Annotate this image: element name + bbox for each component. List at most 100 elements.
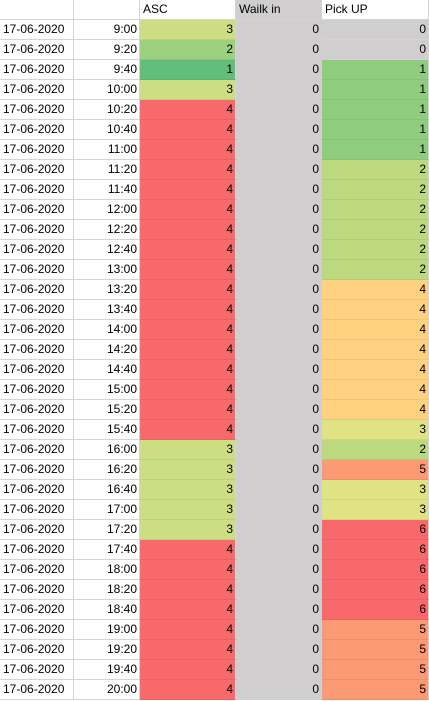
header-time-cell[interactable] [74,0,140,20]
walk-in-cell[interactable]: 0 [236,540,322,560]
pick-up-cell[interactable]: 4 [322,300,429,320]
walk-in-cell[interactable]: 0 [236,320,322,340]
walk-in-cell[interactable]: 0 [236,300,322,320]
date-cell[interactable]: 17-06-2020 [0,180,74,200]
walk-in-cell[interactable]: 0 [236,580,322,600]
time-cell[interactable]: 17:40 [74,540,140,560]
date-cell[interactable]: 17-06-2020 [0,300,74,320]
asc-cell[interactable]: 4 [140,300,236,320]
time-cell[interactable]: 16:00 [74,440,140,460]
date-cell[interactable]: 17-06-2020 [0,120,74,140]
date-cell[interactable]: 17-06-2020 [0,440,74,460]
pick-up-cell[interactable]: 2 [322,180,429,200]
walk-in-cell[interactable]: 0 [236,440,322,460]
date-cell[interactable]: 17-06-2020 [0,240,74,260]
date-cell[interactable]: 17-06-2020 [0,400,74,420]
asc-cell[interactable]: 4 [140,380,236,400]
asc-cell[interactable]: 4 [140,120,236,140]
time-cell[interactable]: 11:40 [74,180,140,200]
asc-cell[interactable]: 3 [140,440,236,460]
asc-cell[interactable]: 1 [140,60,236,80]
date-cell[interactable]: 17-06-2020 [0,200,74,220]
asc-cell[interactable]: 4 [140,160,236,180]
asc-cell[interactable]: 4 [140,540,236,560]
time-cell[interactable]: 17:20 [74,520,140,540]
time-cell[interactable]: 15:40 [74,420,140,440]
date-cell[interactable]: 17-06-2020 [0,340,74,360]
walk-in-cell[interactable]: 0 [236,420,322,440]
pick-up-cell[interactable]: 2 [322,200,429,220]
date-cell[interactable]: 17-06-2020 [0,620,74,640]
date-cell[interactable]: 17-06-2020 [0,680,74,700]
date-cell[interactable]: 17-06-2020 [0,280,74,300]
time-cell[interactable]: 14:20 [74,340,140,360]
asc-cell[interactable]: 4 [140,560,236,580]
asc-cell[interactable]: 3 [140,20,236,40]
asc-cell[interactable]: 2 [140,40,236,60]
header-date-cell[interactable] [0,0,74,20]
date-cell[interactable]: 17-06-2020 [0,260,74,280]
pick-up-cell[interactable]: 1 [322,60,429,80]
pick-up-cell[interactable]: 5 [322,640,429,660]
asc-cell[interactable]: 4 [140,360,236,380]
asc-cell[interactable]: 4 [140,180,236,200]
pick-up-cell[interactable]: 5 [322,620,429,640]
asc-cell[interactable]: 4 [140,620,236,640]
pick-up-cell[interactable]: 4 [322,380,429,400]
asc-cell[interactable]: 4 [140,680,236,700]
asc-cell[interactable]: 4 [140,420,236,440]
asc-cell[interactable]: 4 [140,320,236,340]
walk-in-cell[interactable]: 0 [236,560,322,580]
asc-cell[interactable]: 4 [140,280,236,300]
date-cell[interactable]: 17-06-2020 [0,500,74,520]
date-cell[interactable]: 17-06-2020 [0,560,74,580]
walk-in-cell[interactable]: 0 [236,20,322,40]
date-cell[interactable]: 17-06-2020 [0,160,74,180]
time-cell[interactable]: 12:20 [74,220,140,240]
pick-up-cell[interactable]: 2 [322,160,429,180]
date-cell[interactable]: 17-06-2020 [0,420,74,440]
pick-up-cell[interactable]: 1 [322,80,429,100]
walk-in-cell[interactable]: 0 [236,500,322,520]
time-cell[interactable]: 9:00 [74,20,140,40]
pick-up-cell[interactable]: 2 [322,220,429,240]
walk-in-cell[interactable]: 0 [236,120,322,140]
asc-cell[interactable]: 4 [140,580,236,600]
time-cell[interactable]: 12:40 [74,240,140,260]
date-cell[interactable]: 17-06-2020 [0,360,74,380]
date-cell[interactable]: 17-06-2020 [0,480,74,500]
date-cell[interactable]: 17-06-2020 [0,460,74,480]
pick-up-cell[interactable]: 3 [322,420,429,440]
date-cell[interactable]: 17-06-2020 [0,380,74,400]
time-cell[interactable]: 13:40 [74,300,140,320]
pick-up-cell[interactable]: 4 [322,340,429,360]
time-cell[interactable]: 11:00 [74,140,140,160]
asc-cell[interactable]: 4 [140,260,236,280]
pick-up-cell[interactable]: 5 [322,680,429,700]
asc-cell[interactable]: 4 [140,660,236,680]
walk-in-cell[interactable]: 0 [236,600,322,620]
time-cell[interactable]: 14:00 [74,320,140,340]
pick-up-cell[interactable]: 0 [322,20,429,40]
walk-in-cell[interactable]: 0 [236,660,322,680]
walk-in-cell[interactable]: 0 [236,200,322,220]
asc-cell[interactable]: 4 [140,400,236,420]
time-cell[interactable]: 15:00 [74,380,140,400]
walk-in-cell[interactable]: 0 [236,180,322,200]
walk-in-cell[interactable]: 0 [236,460,322,480]
date-cell[interactable]: 17-06-2020 [0,40,74,60]
asc-cell[interactable]: 4 [140,200,236,220]
pick-up-cell[interactable]: 3 [322,480,429,500]
pick-up-cell[interactable]: 5 [322,660,429,680]
pick-up-cell[interactable]: 1 [322,120,429,140]
date-cell[interactable]: 17-06-2020 [0,320,74,340]
pick-up-cell[interactable]: 6 [322,540,429,560]
date-cell[interactable]: 17-06-2020 [0,640,74,660]
header-walk-in-cell[interactable]: Wailk in [236,0,322,20]
date-cell[interactable]: 17-06-2020 [0,660,74,680]
date-cell[interactable]: 17-06-2020 [0,60,74,80]
pick-up-cell[interactable]: 4 [322,320,429,340]
walk-in-cell[interactable]: 0 [236,400,322,420]
time-cell[interactable]: 15:20 [74,400,140,420]
pick-up-cell[interactable]: 5 [322,460,429,480]
